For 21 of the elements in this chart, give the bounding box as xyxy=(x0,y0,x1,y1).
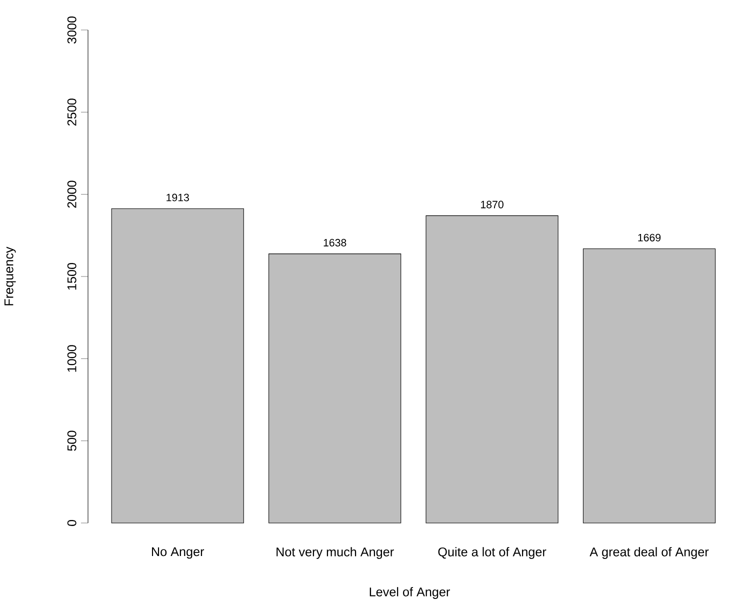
x-tick-label: Not very much Anger xyxy=(276,546,394,559)
x-tick-label: Quite a lot of Anger xyxy=(438,546,546,559)
bar xyxy=(268,253,402,524)
data-label: 1870 xyxy=(481,200,504,208)
y-tick-label: 2500 xyxy=(67,98,76,126)
x-tick-label: A great deal of Anger xyxy=(590,546,709,559)
x-tick-label: No Anger xyxy=(152,547,204,559)
y-tick-label: 1500 xyxy=(67,262,76,290)
y-tick-label: 1000 xyxy=(67,344,76,372)
data-label: 1913 xyxy=(166,194,189,202)
bar xyxy=(426,215,558,524)
x-axis-title: Level of Anger xyxy=(370,586,450,599)
y-tick-label: 0 xyxy=(67,520,76,526)
y-tick-label: 2000 xyxy=(67,180,76,208)
y-tick-label: 500 xyxy=(67,430,76,451)
y-tick-label: 3000 xyxy=(67,16,76,44)
data-label: 1669 xyxy=(638,234,661,242)
bar xyxy=(111,208,244,524)
y-axis-title: Frequency xyxy=(4,246,16,306)
bar xyxy=(582,248,716,524)
data-label: 1638 xyxy=(324,238,346,246)
